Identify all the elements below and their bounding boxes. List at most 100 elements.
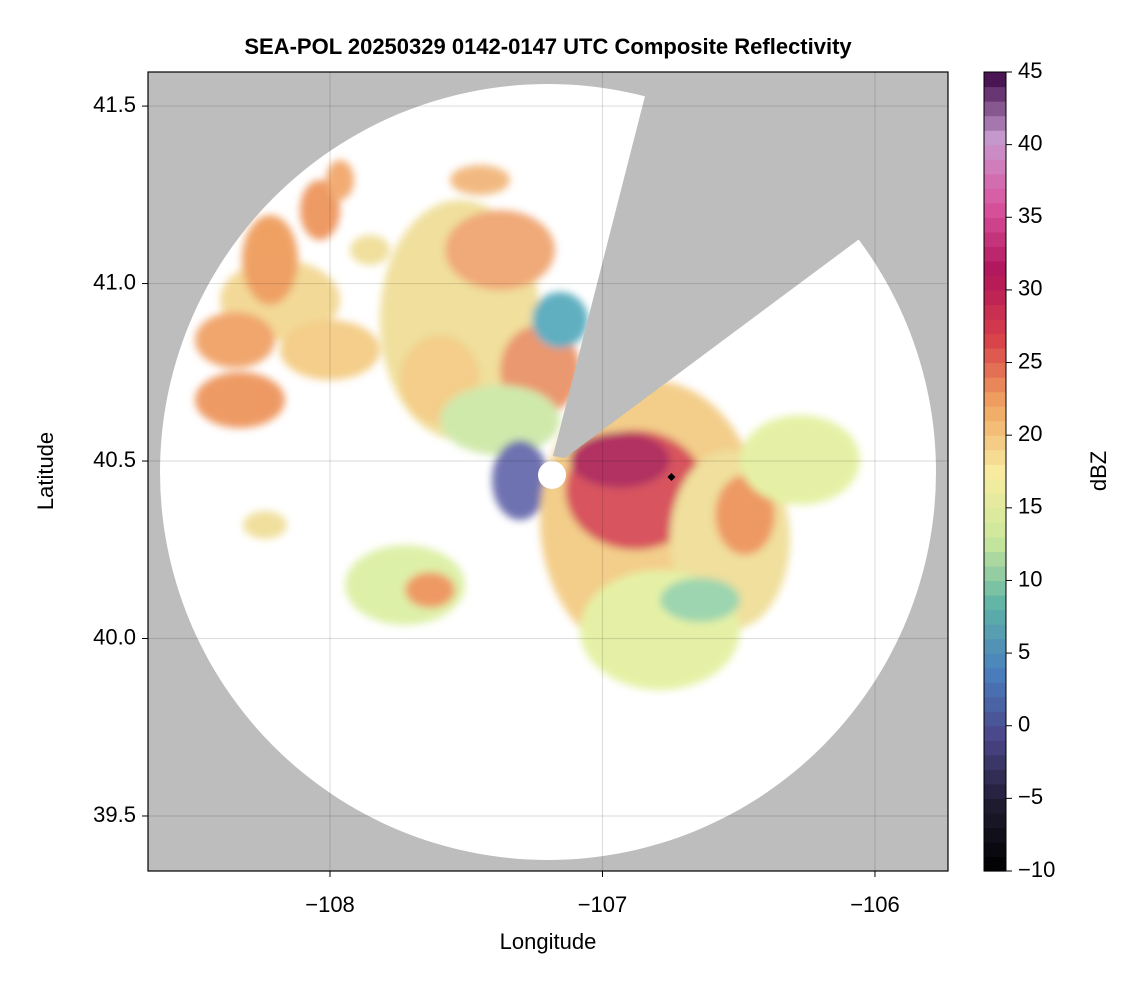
colorbar-band — [984, 769, 1006, 785]
x-tick-label: −107 — [578, 892, 628, 917]
colorbar-band — [984, 841, 1006, 858]
colorbar-band — [984, 377, 1006, 393]
x-axis-label: Longitude — [500, 929, 597, 954]
colorbar-band — [984, 507, 1006, 523]
echo — [195, 312, 275, 368]
x-tick-label: −108 — [305, 892, 355, 917]
echo — [405, 572, 455, 608]
colorbar-band — [984, 609, 1006, 625]
colorbar-band — [984, 217, 1006, 233]
echo — [740, 415, 860, 505]
colorbar-band — [984, 638, 1006, 654]
colorbar-frame — [983, 71, 1007, 872]
colorbar-band — [984, 565, 1006, 582]
colorbar-tick-label: 40 — [1018, 130, 1042, 155]
y-tick-label: 41.0 — [93, 269, 136, 294]
colorbar-band — [984, 580, 1006, 596]
colorbar-tick-label: 15 — [1018, 494, 1042, 519]
echo — [532, 292, 588, 348]
y-tick-label: 39.5 — [93, 802, 136, 827]
colorbar-band — [984, 682, 1006, 698]
echo — [350, 235, 390, 265]
colorbar-band — [984, 798, 1006, 814]
colorbar-band — [984, 667, 1006, 683]
grid — [148, 72, 948, 871]
colorbar-band — [984, 754, 1006, 770]
colorbar-band — [984, 624, 1006, 640]
echo — [195, 372, 285, 428]
colorbar-band — [984, 711, 1006, 727]
colorbar-band — [984, 275, 1006, 291]
echo — [660, 578, 740, 622]
colorbar-band — [984, 246, 1006, 262]
echo — [326, 160, 354, 200]
colorbar-band — [984, 406, 1006, 422]
echo — [243, 511, 287, 539]
echo — [280, 320, 380, 380]
colorbar-band — [984, 231, 1006, 247]
colorbar-band — [984, 783, 1006, 799]
y-tick-label: 40.0 — [93, 624, 136, 649]
colorbar-tick-label: 35 — [1018, 203, 1042, 228]
colorbar-band — [984, 86, 1006, 102]
echo — [300, 180, 340, 240]
colorbar-band — [984, 420, 1006, 436]
colorbar-band — [984, 72, 1006, 88]
colorbar-tick-label: 0 — [1018, 712, 1030, 737]
blocked-sector — [553, 72, 948, 458]
colorbar-band — [984, 696, 1006, 712]
colorbar-tick-label: 45 — [1018, 58, 1042, 83]
colorbar-band — [984, 391, 1006, 407]
colorbar-band — [984, 435, 1006, 451]
colorbar-band — [984, 362, 1006, 378]
echoes — [195, 160, 860, 690]
echo — [715, 475, 775, 555]
colorbar-band — [984, 115, 1006, 131]
colorbar-band — [984, 449, 1006, 465]
colorbar-tick-label: −10 — [1018, 857, 1055, 882]
x-tick-label: −106 — [850, 892, 900, 917]
colorbar-band — [984, 653, 1006, 669]
colorbar-label: dBZ — [1086, 451, 1111, 491]
colorbar-band — [984, 173, 1006, 189]
chart-title: SEA-POL 20250329 0142-0147 UTC Composite… — [244, 34, 852, 59]
colorbar-band — [984, 551, 1006, 567]
colorbar-band — [984, 144, 1006, 160]
colorbar-band — [984, 740, 1006, 756]
colorbar-band — [984, 333, 1006, 349]
colorbar-tick-label: 30 — [1018, 276, 1042, 301]
colorbar-band — [984, 725, 1006, 741]
radar-center — [538, 461, 566, 489]
colorbar-band — [984, 493, 1006, 509]
colorbar-band — [984, 202, 1006, 218]
colorbar-tick-label: 10 — [1018, 566, 1042, 591]
colorbar-band — [984, 188, 1006, 204]
colorbar-band — [984, 536, 1006, 552]
colorbar-tick-label: 25 — [1018, 348, 1042, 373]
marker — [667, 473, 676, 482]
echo — [445, 210, 555, 290]
y-axis-label: Latitude — [33, 432, 58, 510]
colorbar-band — [984, 827, 1006, 843]
colorbar-band — [984, 348, 1006, 364]
colorbar-tick-label: 5 — [1018, 639, 1030, 664]
colorbar-band — [984, 812, 1006, 829]
colorbar-tick-label: 20 — [1018, 421, 1042, 446]
colorbar-tick-label: −5 — [1018, 784, 1043, 809]
colorbar-band — [984, 464, 1006, 480]
colorbar-band — [984, 478, 1006, 494]
colorbar-band — [984, 522, 1006, 538]
plot-frame — [147, 71, 949, 872]
y-tick-label: 40.5 — [93, 447, 136, 472]
colorbar-band — [984, 101, 1006, 117]
echo — [242, 215, 298, 305]
colorbar-band — [984, 159, 1006, 175]
colorbar-band — [984, 594, 1006, 611]
colorbar-band — [984, 856, 1006, 872]
colorbar-band — [984, 304, 1006, 320]
colorbar-band — [984, 318, 1006, 335]
echo — [570, 432, 670, 488]
echo — [492, 440, 548, 520]
